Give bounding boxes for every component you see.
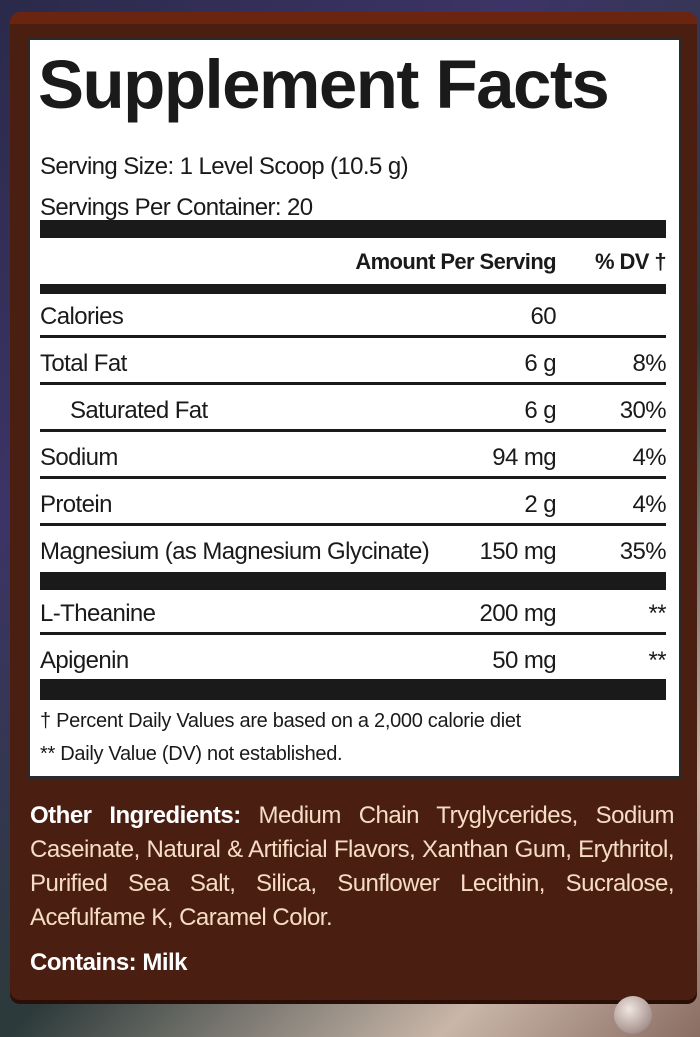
row-divider bbox=[40, 632, 666, 635]
table-row: Saturated Fat 6 g 30% bbox=[40, 388, 667, 432]
nutrient-name: Saturated Fat bbox=[70, 397, 208, 424]
nutrient-name: Calories bbox=[40, 303, 124, 330]
nutrient-name: Sodium bbox=[40, 444, 118, 471]
nutrient-dv: 35% bbox=[619, 538, 667, 565]
table-row: Sodium 94 mg 4% bbox=[40, 435, 667, 479]
table-header: Amount Per Serving % DV † bbox=[40, 240, 666, 284]
scroll-ball-handle[interactable] bbox=[614, 996, 652, 1034]
table-row: L-Theanine 200 mg ** bbox=[40, 591, 667, 635]
footnote-not-established: ** Daily Value (DV) not established. bbox=[40, 743, 343, 765]
row-divider bbox=[40, 335, 666, 338]
row-divider bbox=[40, 523, 666, 526]
nutrient-dv: 8% bbox=[632, 350, 667, 377]
nutrient-name: Protein bbox=[40, 491, 112, 518]
nutrient-name: Total Fat bbox=[40, 350, 127, 377]
page-title: Supplement Facts bbox=[38, 46, 610, 123]
ingredients-text: Medium Chain Tryglycerides, Sodium Casei… bbox=[30, 802, 675, 931]
nutrient-dv: ** bbox=[648, 600, 667, 627]
nutrient-name: Magnesium (as Magnesium Glycinate) bbox=[40, 538, 430, 565]
table-row: Calories 60 bbox=[40, 294, 666, 338]
nutrient-dv: 30% bbox=[619, 397, 667, 424]
amount-header: Amount Per Serving bbox=[355, 249, 556, 274]
supplement-facts-panel: Supplement Facts Serving Size: 1 Level S… bbox=[27, 37, 682, 779]
serving-size: Serving Size: 1 Level Scoop (10.5 g) bbox=[40, 153, 409, 180]
nutrient-amount: 94 mg bbox=[492, 444, 556, 471]
row-divider bbox=[40, 679, 666, 682]
nutrient-dv: 4% bbox=[632, 491, 667, 518]
servings-per-container: Servings Per Container: 20 bbox=[40, 194, 313, 221]
nutrient-amount: 6 g bbox=[524, 397, 556, 424]
table-row: Apigenin 50 mg ** bbox=[40, 638, 667, 682]
nutrient-amount: 2 g bbox=[524, 491, 556, 518]
row-divider bbox=[40, 382, 666, 385]
divider-bar bbox=[40, 572, 666, 590]
divider-bar bbox=[40, 220, 666, 238]
nutrient-name: L-Theanine bbox=[40, 600, 156, 627]
divider-bar bbox=[40, 284, 666, 294]
supplement-card: Supplement Facts Serving Size: 1 Level S… bbox=[10, 12, 697, 1000]
ingredients-label: Other Ingredients: bbox=[30, 802, 241, 829]
footnote-dv: † Percent Daily Values are based on a 2,… bbox=[40, 710, 521, 732]
nutrient-dv: 4% bbox=[632, 444, 667, 471]
nutrient-amount: 6 g bbox=[524, 350, 556, 377]
allergen-contains: Contains: Milk bbox=[30, 949, 188, 976]
other-ingredients: Other Ingredients: Medium Chain Tryglyce… bbox=[30, 799, 675, 935]
table-row: Total Fat 6 g 8% bbox=[40, 341, 667, 385]
nutrient-amount: 150 mg bbox=[479, 538, 557, 565]
nutrient-amount: 200 mg bbox=[479, 600, 557, 627]
table-row: Magnesium (as Magnesium Glycinate) 150 m… bbox=[40, 529, 667, 573]
divider-bar bbox=[40, 682, 666, 700]
dv-header: % DV † bbox=[595, 249, 667, 274]
nutrient-name: Apigenin bbox=[40, 647, 129, 674]
nutrient-amount: 60 bbox=[530, 303, 557, 330]
table-row: Protein 2 g 4% bbox=[40, 482, 667, 526]
nutrient-dv: ** bbox=[648, 647, 667, 674]
row-divider bbox=[40, 429, 666, 432]
row-divider bbox=[40, 476, 666, 479]
nutrient-amount: 50 mg bbox=[492, 647, 556, 674]
